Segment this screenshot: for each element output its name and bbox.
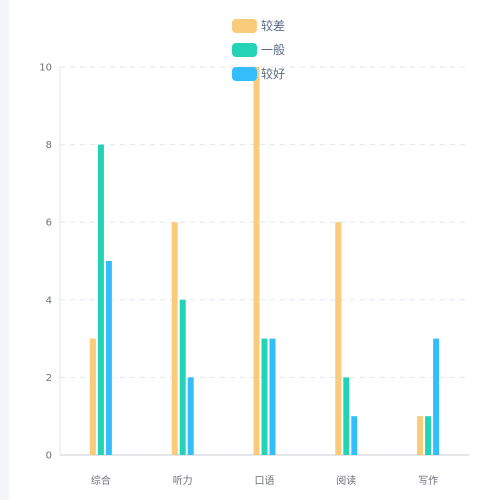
bar[interactable] [425,416,432,455]
x-tick-label: 阅读 [336,474,356,487]
x-tick-label: 听力 [173,474,193,487]
bar[interactable] [187,377,194,455]
bar[interactable] [105,261,112,455]
legend-swatch [232,19,257,33]
legend-item[interactable]: 一般 [232,42,285,57]
legend-item[interactable]: 较好 [232,66,285,81]
x-axis: 综合 听力 口语 阅读 写作 [60,454,469,487]
bar[interactable] [179,299,186,455]
bar[interactable] [433,338,440,455]
legend-swatch [232,43,257,57]
grid-lines [60,66,469,378]
y-tick-label: 2 [46,373,52,384]
bar[interactable] [351,416,358,455]
bar[interactable] [97,144,104,455]
bar[interactable] [253,67,260,455]
x-tick-label: 写作 [418,475,438,487]
bars [89,67,440,455]
bar[interactable] [89,338,96,455]
bar[interactable] [335,222,342,455]
y-tick-label: 4 [46,295,52,306]
y-tick-label: 6 [46,218,52,229]
legend-label: 一般 [261,42,285,57]
legend-swatch [232,67,257,81]
legend-label: 较差 [261,18,285,33]
bar[interactable] [417,416,424,455]
bar[interactable] [261,338,268,455]
legend-item[interactable]: 较差 [232,18,285,33]
y-tick-label: 0 [46,451,52,462]
x-tick-label: 综合 [91,474,111,487]
y-tick-label: 8 [46,140,52,151]
y-axis: 0 2 4 6 8 10 [39,63,61,462]
y-tick-label: 10 [39,63,52,74]
bar[interactable] [171,222,178,455]
bar[interactable] [269,338,276,455]
legend-label: 较好 [261,66,285,81]
x-tick-label: 口语 [255,475,275,487]
bar[interactable] [343,377,350,455]
